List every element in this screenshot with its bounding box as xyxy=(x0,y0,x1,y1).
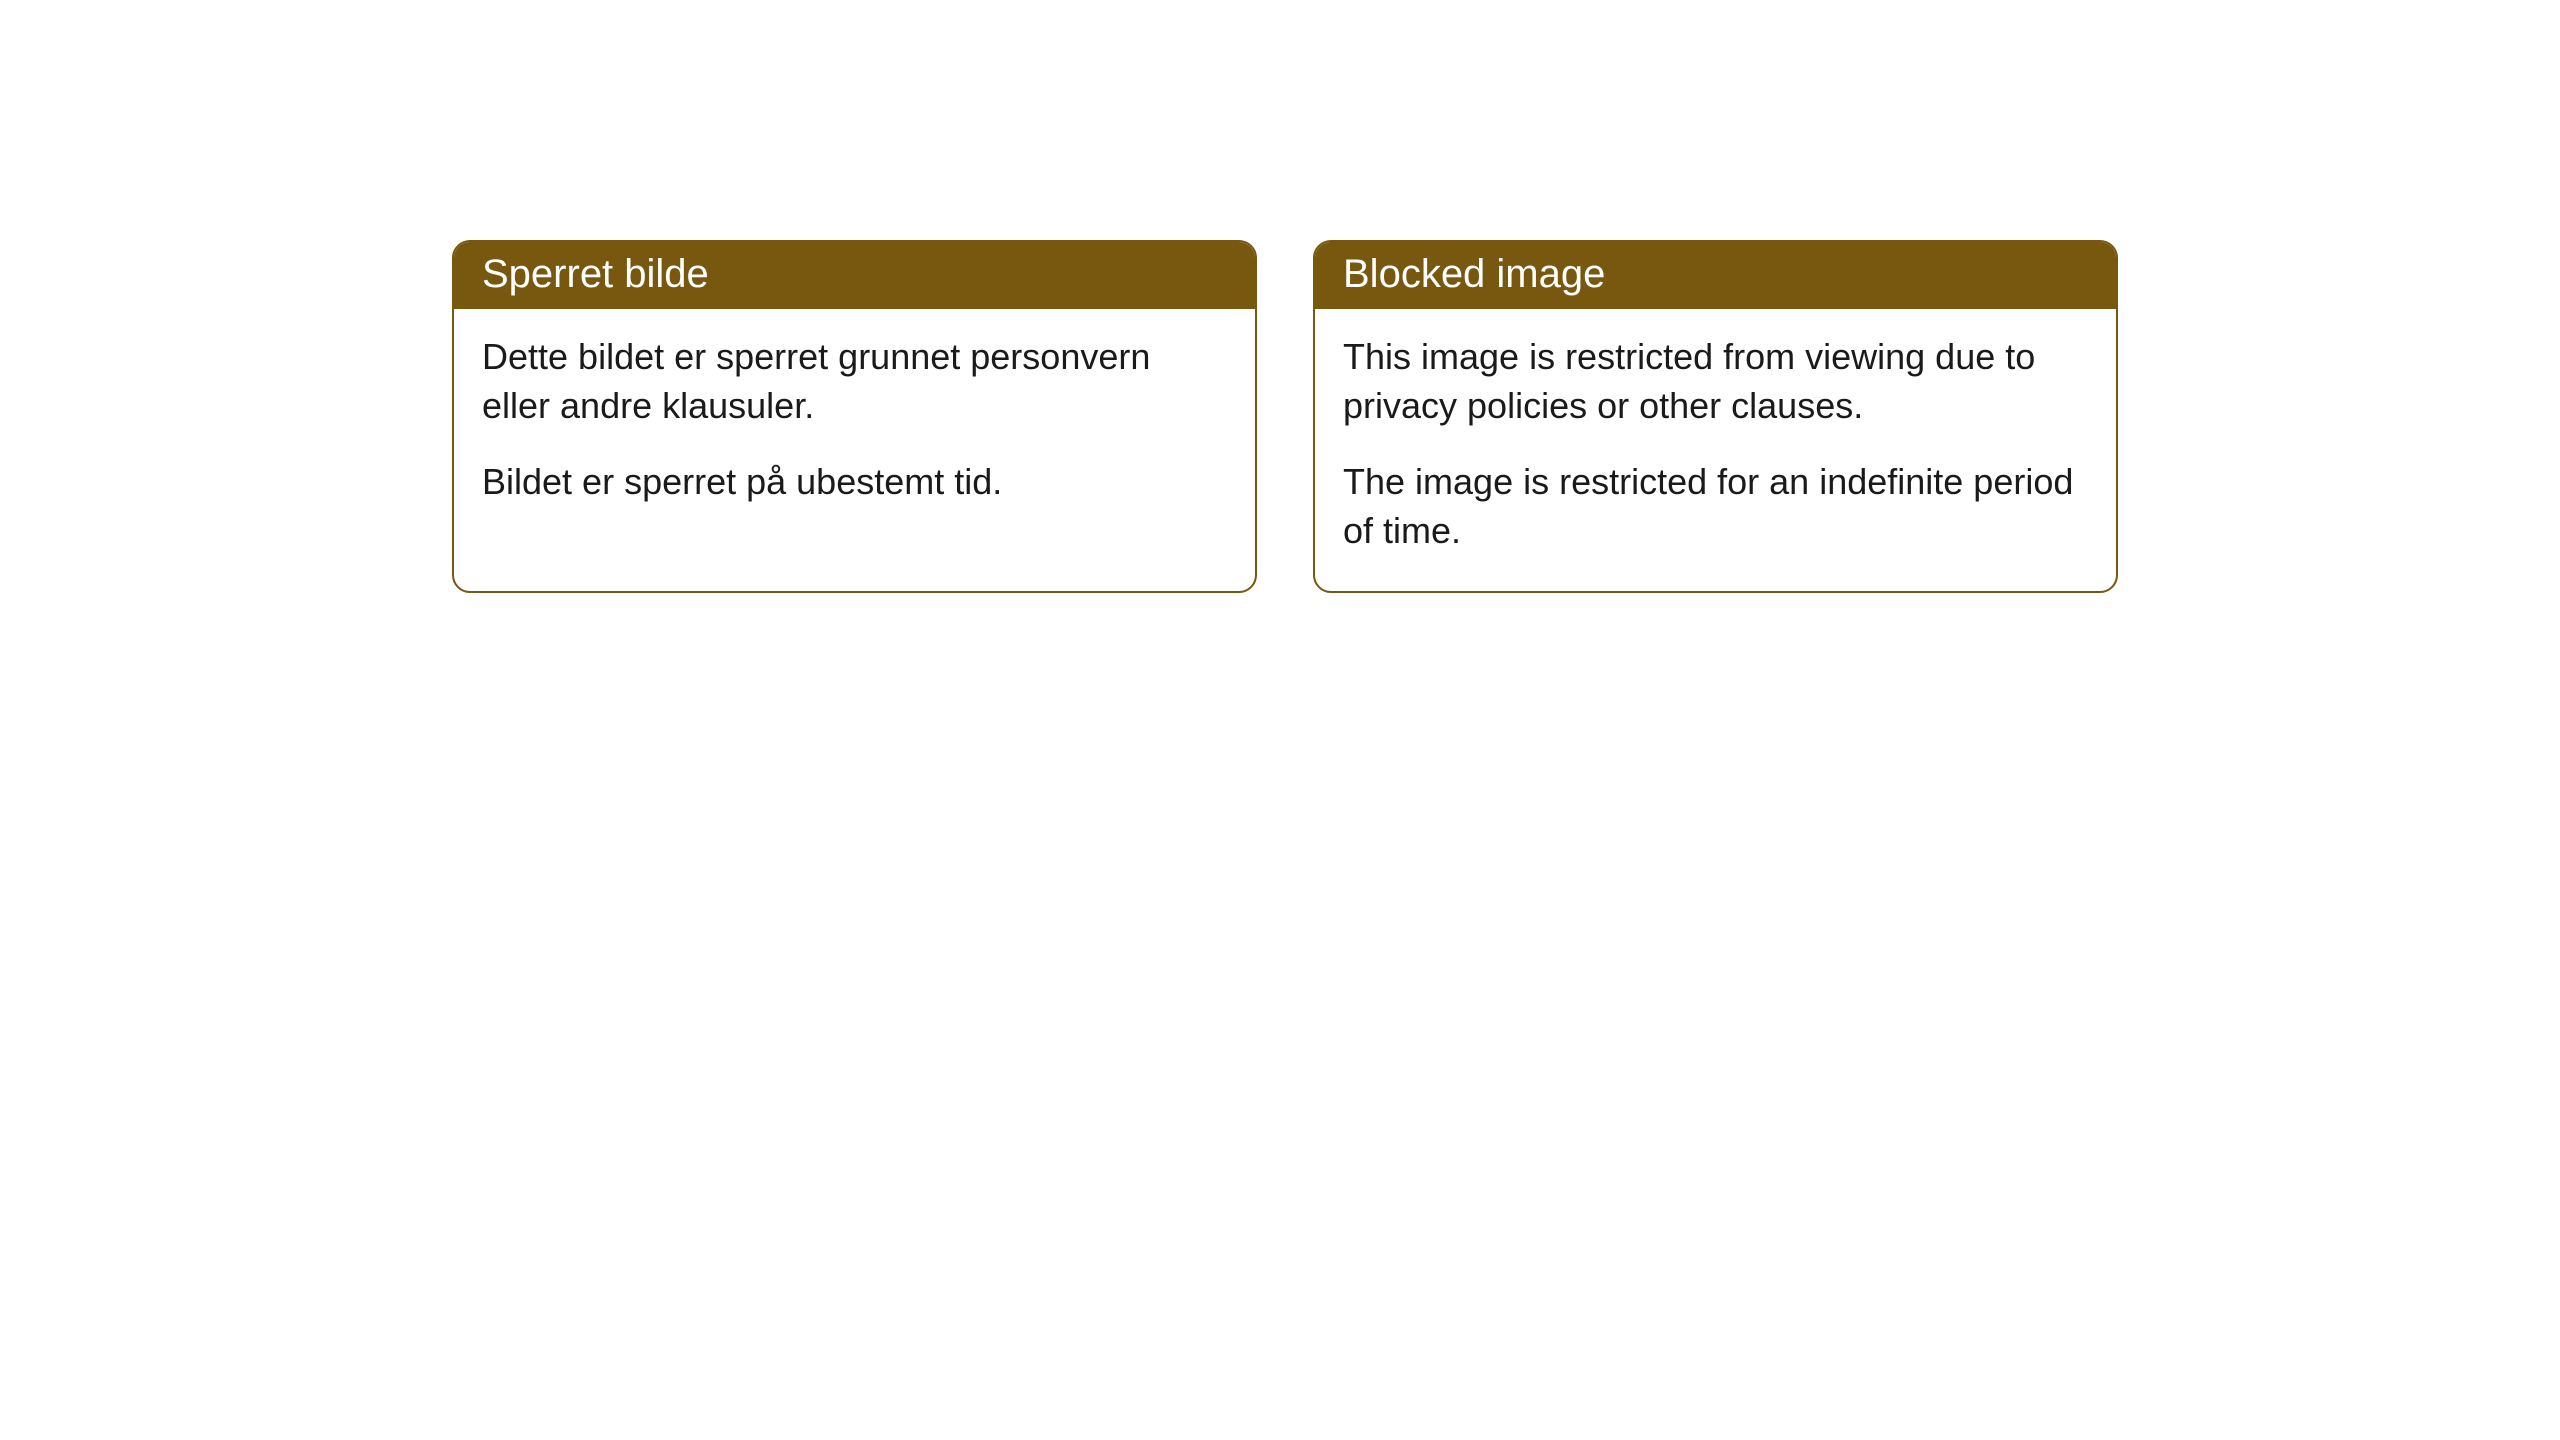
notice-card-english: Blocked image This image is restricted f… xyxy=(1313,240,2118,593)
card-body-norwegian: Dette bildet er sperret grunnet personve… xyxy=(454,309,1255,543)
card-header-norwegian: Sperret bilde xyxy=(454,242,1255,309)
notice-cards-container: Sperret bilde Dette bildet er sperret gr… xyxy=(452,240,2560,593)
card-title: Sperret bilde xyxy=(482,252,709,296)
card-header-english: Blocked image xyxy=(1315,242,2116,309)
card-title: Blocked image xyxy=(1343,252,1605,296)
notice-text-line2: Bildet er sperret på ubestemt tid. xyxy=(482,458,1227,507)
notice-card-norwegian: Sperret bilde Dette bildet er sperret gr… xyxy=(452,240,1257,593)
card-body-english: This image is restricted from viewing du… xyxy=(1315,309,2116,591)
notice-text-line2: The image is restricted for an indefinit… xyxy=(1343,458,2088,555)
notice-text-line1: Dette bildet er sperret grunnet personve… xyxy=(482,333,1227,430)
notice-text-line1: This image is restricted from viewing du… xyxy=(1343,333,2088,430)
